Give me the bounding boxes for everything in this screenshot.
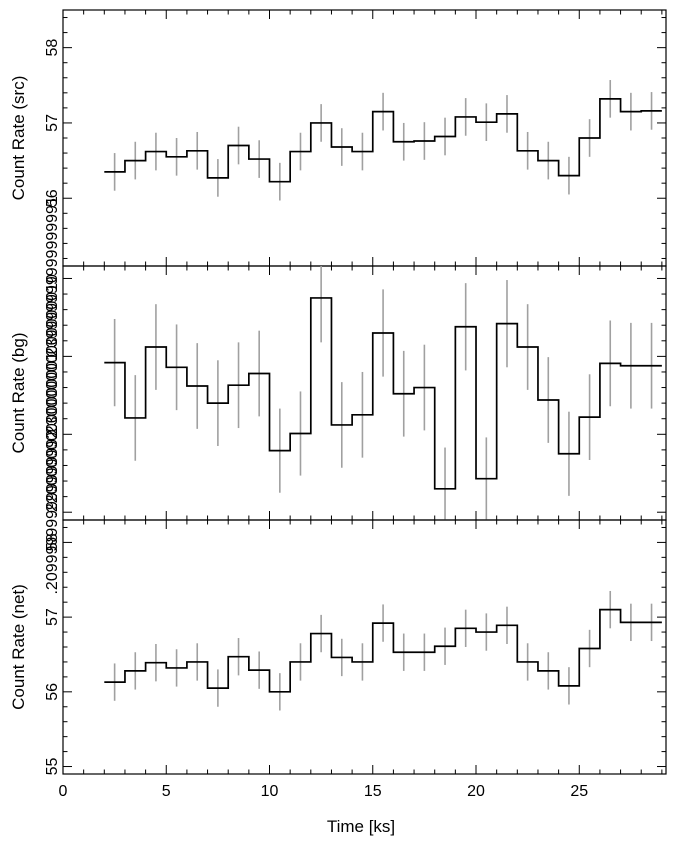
panel-src-ylabel: Count Rate (src): [9, 76, 28, 201]
panel-net: 55 56 57 58 Count Rate (net): [9, 519, 667, 775]
x-tick-label: 25: [570, 783, 588, 800]
panel-src-errorbars: [113, 80, 653, 201]
y-tick-label: .230000000000000010: [44, 274, 61, 439]
panel-bg-steps: [104, 297, 662, 490]
y-tick-label: 58: [44, 533, 61, 551]
panel-src-frame: [62, 9, 667, 267]
panel-bg-ylabel: Count Rate (bg): [9, 333, 28, 454]
x-axis-label: Time [ks]: [327, 817, 395, 836]
y-tick-label: 58: [44, 39, 61, 57]
panel-bg-ticks: .209999999999999992.220000000000000001.2…: [44, 196, 666, 595]
panel-bg-step-line: [104, 297, 662, 490]
panel-src-step-line: [104, 97, 662, 183]
y-tick-label: 55: [44, 758, 61, 776]
panel-net-steps: [104, 608, 662, 693]
x-tick-label: 0: [59, 783, 68, 800]
panel-bg: .209999999999999992.220000000000000001.2…: [9, 196, 667, 595]
y-tick-label: .239999999999999991: [44, 196, 61, 361]
panel-bg-errorbars: [113, 266, 653, 520]
x-axis-ticklabels: 0 5 10 15 20 25: [59, 783, 589, 800]
panel-net-ylabel: Count Rate (net): [9, 584, 28, 710]
panel-bg-frame: [62, 265, 667, 521]
x-tick-label: 15: [364, 783, 382, 800]
y-tick-label: 57: [44, 608, 61, 626]
y-tick-label: .220000000000000001: [44, 352, 61, 517]
y-tick-label: 56: [44, 189, 61, 207]
x-tick-label: 10: [261, 783, 279, 800]
x-tick-label: 5: [162, 783, 171, 800]
y-tick-label: 56: [44, 683, 61, 701]
panel-src: 56 57 58 Count Rate (src): [9, 9, 667, 267]
y-tick-label: 57: [44, 114, 61, 132]
panel-net-step-line: [104, 608, 662, 693]
panel-net-ticks: 55 56 57 58: [44, 520, 666, 775]
panel-src-ticks: 56 57 58: [44, 10, 666, 266]
panel-net-errorbars: [113, 590, 653, 711]
y-tick-label: .209999999999999992: [44, 430, 61, 595]
x-tick-label: 20: [467, 783, 485, 800]
panel-net-frame: [62, 519, 667, 775]
panel-src-steps: [104, 97, 662, 183]
